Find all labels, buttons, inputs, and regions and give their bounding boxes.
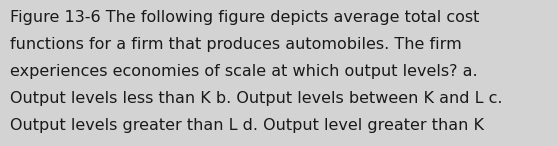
Text: Figure 13-6 The following figure depicts average total cost: Figure 13-6 The following figure depicts… (10, 10, 479, 25)
Text: experiences economies of scale at which output levels? a.: experiences economies of scale at which … (10, 64, 478, 79)
Text: Output levels greater than L d. Output level greater than K: Output levels greater than L d. Output l… (10, 118, 484, 133)
Text: Output levels less than K b. Output levels between K and L c.: Output levels less than K b. Output leve… (10, 91, 503, 106)
Text: functions for a firm that produces automobiles. The firm: functions for a firm that produces autom… (10, 37, 462, 52)
